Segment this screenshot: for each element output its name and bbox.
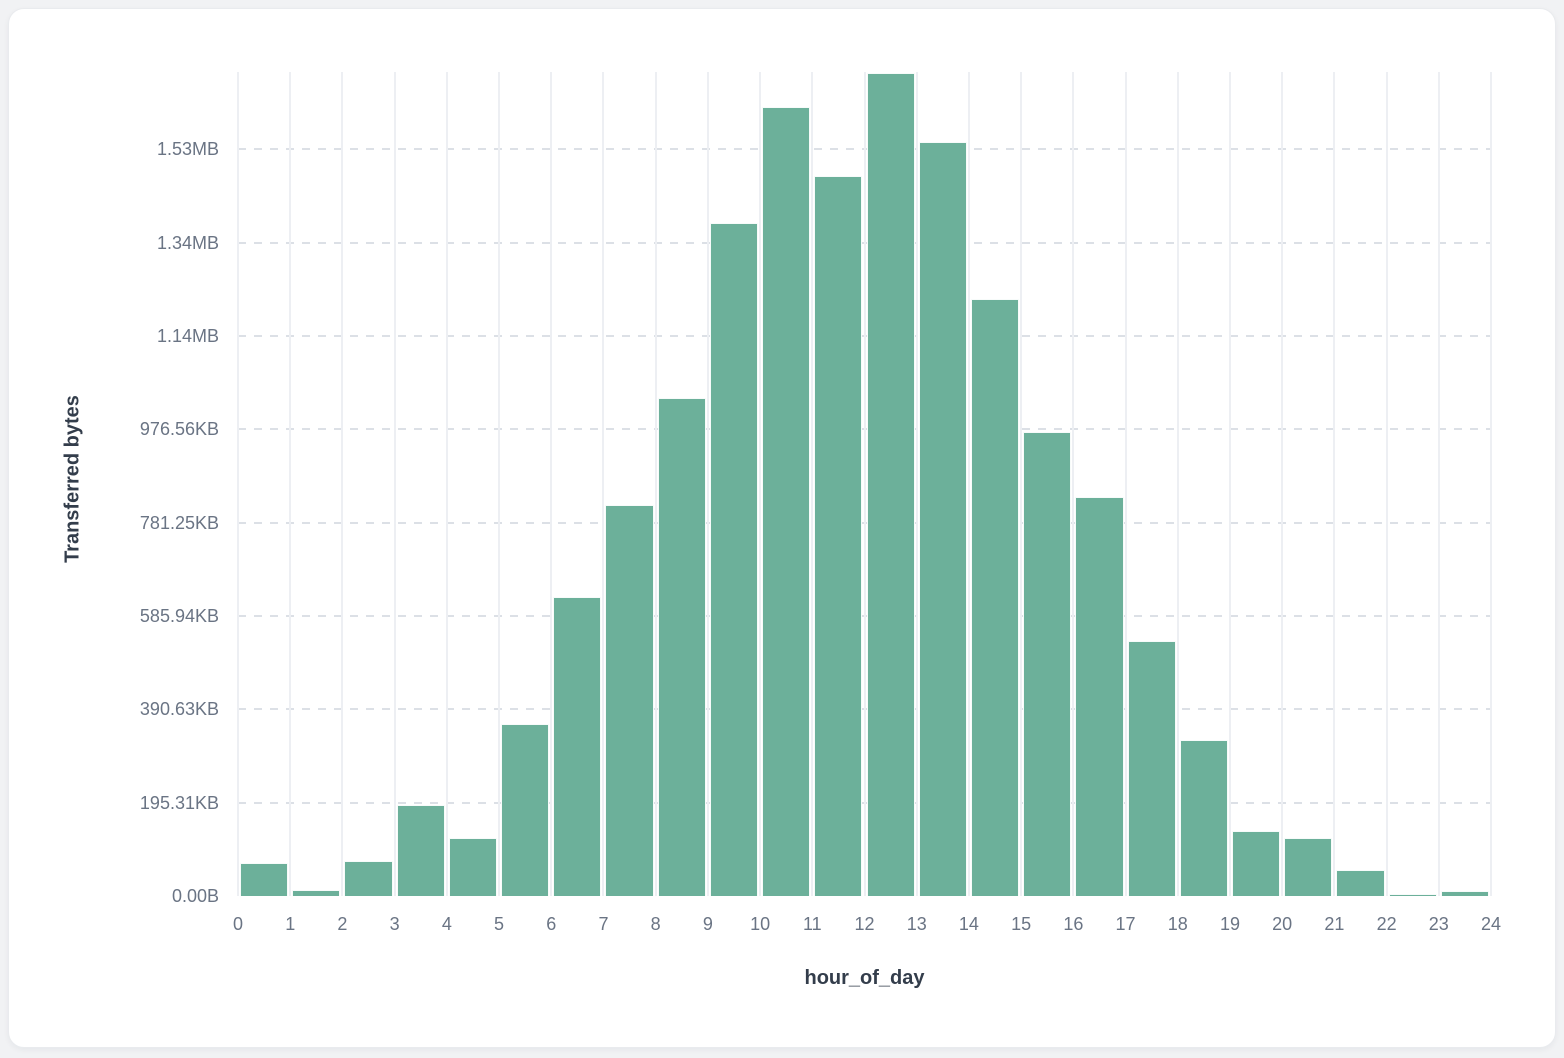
- vertical-gridline: [863, 72, 866, 896]
- histogram-bar-hour-13[interactable]: [918, 141, 967, 896]
- vertical-gridline: [341, 72, 344, 896]
- y-tick-label: 195.31KB: [139, 792, 219, 813]
- x-tick-label: 6: [546, 914, 557, 934]
- x-tick-label: 1: [285, 914, 296, 934]
- y-tick-label: 1.53MB: [156, 139, 219, 160]
- histogram-bar-hour-2[interactable]: [344, 861, 393, 896]
- vertical-gridline: [1385, 72, 1388, 896]
- y-tick-label: 0.00B: [171, 886, 219, 906]
- vertical-gridline: [811, 72, 814, 896]
- x-tick-label: 16: [1063, 914, 1084, 934]
- y-tick-label: 390.63KB: [139, 699, 219, 720]
- histogram-bar-hour-20[interactable]: [1284, 838, 1333, 896]
- x-axis-tick-labels: 0 1 2 3 4 5 6 7 8 9 10 11 12 13 14 15 16 17 18 19 20 21 22 23 24: [233, 72, 1501, 933]
- vertical-gridline: [445, 72, 448, 896]
- vertical-gridline: [1333, 72, 1336, 896]
- vertical-gridline: [759, 72, 762, 896]
- histogram-bar-hour-1[interactable]: [292, 889, 341, 896]
- x-tick-label: 5: [494, 914, 505, 934]
- vertical-gridline: [706, 72, 709, 896]
- vertical-gridline: [1020, 72, 1023, 896]
- histogram-bar-hour-17[interactable]: [1127, 640, 1176, 896]
- y-tick-label: 976.56KB: [139, 419, 219, 440]
- x-tick-label: 18: [1167, 914, 1188, 934]
- x-tick-label: 21: [1324, 914, 1345, 934]
- vertical-gridline: [967, 72, 970, 896]
- vertical-gridline: [1281, 72, 1284, 896]
- x-tick-label: 8: [650, 914, 661, 934]
- histogram-bar-hour-14[interactable]: [970, 298, 1020, 896]
- x-tick-label: 22: [1376, 914, 1397, 934]
- histogram-bar-hour-6[interactable]: [553, 596, 602, 896]
- x-tick-label: 12: [854, 914, 875, 934]
- y-tick-label: 1.34MB: [156, 232, 219, 253]
- vertical-gridline: [915, 72, 918, 896]
- histogram-bar-hour-21[interactable]: [1336, 870, 1385, 896]
- x-tick-label: 19: [1219, 914, 1240, 934]
- x-tick-label: 14: [958, 914, 979, 934]
- histogram-bar-hour-23[interactable]: [1440, 891, 1489, 896]
- vertical-gridline: [289, 72, 292, 896]
- x-tick-label: 9: [702, 914, 713, 934]
- vertical-gridline: [550, 72, 553, 896]
- histogram-bar-hour-7[interactable]: [605, 504, 654, 896]
- vertical-gridline: [498, 72, 501, 896]
- x-tick-label: 24: [1480, 914, 1502, 934]
- x-tick-label: 20: [1272, 914, 1293, 934]
- chart-card: Transferred bytes 0.00B 195.31KB 390.63KB 5…: [8, 8, 1556, 1048]
- vertical-gridline: [602, 72, 605, 896]
- x-tick-label: 23: [1428, 914, 1449, 934]
- x-tick-label: 7: [598, 914, 609, 934]
- histogram-bar-hour-10[interactable]: [762, 106, 811, 896]
- vertical-gridline: [1437, 72, 1440, 896]
- histogram-bar-hour-8[interactable]: [657, 397, 706, 896]
- histogram-bar-hour-18[interactable]: [1179, 739, 1228, 896]
- y-tick-label: 1.14MB: [156, 326, 219, 347]
- histogram-bar-hour-15[interactable]: [1023, 431, 1072, 896]
- histogram-bar-hour-5[interactable]: [501, 723, 550, 896]
- vertical-gridline: [1228, 72, 1231, 896]
- histogram-bar-hour-0[interactable]: [240, 863, 289, 896]
- x-axis-title: hour_of_day: [804, 967, 925, 989]
- histogram-bar-hour-11[interactable]: [814, 175, 863, 896]
- vertical-gridline: [1072, 72, 1075, 896]
- vertical-gridline: [1124, 72, 1127, 896]
- vertical-gridline: [237, 72, 239, 896]
- vertical-gridline: [1490, 72, 1492, 896]
- vertical-gridline: [1176, 72, 1179, 896]
- histogram-bar-hour-9[interactable]: [709, 222, 759, 896]
- x-tick-label: 3: [389, 914, 400, 934]
- histogram-bar-hour-3[interactable]: [396, 805, 445, 896]
- y-axis-tick-labels: 0.00B 195.31KB 390.63KB 585.94KB 781.25KB 976…: [9, 72, 219, 905]
- x-tick-label: 17: [1115, 914, 1136, 934]
- x-tick-label: 0: [232, 914, 244, 934]
- x-tick-label: 15: [1011, 914, 1032, 934]
- histogram-bar-hour-16[interactable]: [1075, 496, 1124, 896]
- vertical-gridline: [654, 72, 657, 896]
- x-tick-label: 10: [750, 914, 771, 934]
- plot-area: [237, 72, 1492, 896]
- histogram-bar-hour-4[interactable]: [448, 838, 498, 896]
- histogram-bar-hour-19[interactable]: [1231, 831, 1281, 896]
- y-tick-label: 585.94KB: [139, 606, 219, 627]
- x-tick-label: 13: [906, 914, 927, 934]
- x-tick-label: 4: [441, 914, 452, 934]
- y-tick-label: 781.25KB: [139, 512, 219, 533]
- histogram-bar-hour-22[interactable]: [1388, 894, 1437, 896]
- x-tick-label: 2: [337, 914, 348, 934]
- vertical-gridline: [393, 72, 396, 896]
- x-tick-label: 11: [802, 914, 822, 934]
- histogram-bar-hour-12[interactable]: [866, 72, 915, 896]
